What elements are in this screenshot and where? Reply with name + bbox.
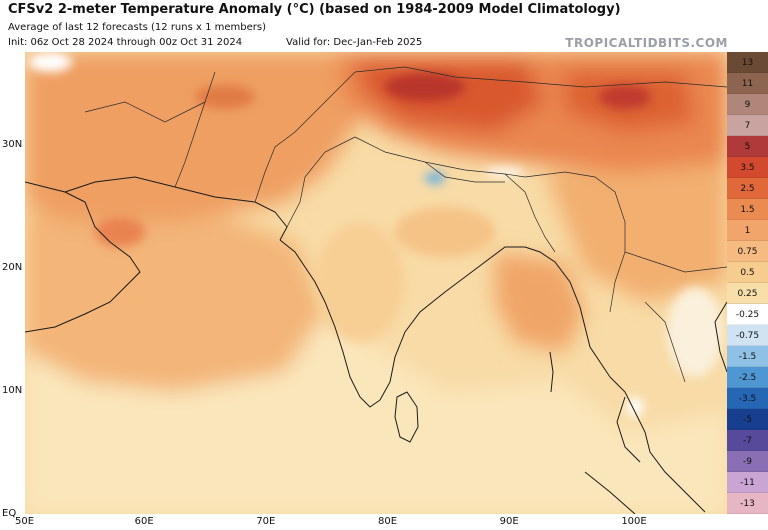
colorbar-label: 0.75 [737,246,758,257]
latitude-label: 10N [2,384,23,396]
colorbar-label: 5 [744,141,751,152]
colorbar-label: -5 [743,414,752,425]
longitude-label: 70E [256,516,276,527]
colorbar-swatch [727,115,768,136]
longitude-label: 90E [499,516,519,527]
map-header: CFSv2 2-meter Temperature Anomaly (°C) (… [0,0,768,52]
colorbar-swatch [727,136,768,157]
valid-period: Valid for: Dec-Jan-Feb 2025 [286,37,423,48]
colorbar-swatch [727,409,768,430]
colorbar-swatch [727,325,768,346]
colorbar-swatch [727,73,768,94]
colorbar-label: -9 [743,456,752,467]
coastlines [25,176,727,514]
latitude-label: 20N [2,261,23,273]
latitude-label: EQ [2,508,17,519]
longitude-label: 80E [377,516,398,527]
init-time: Init: 06z Oct 28 2024 through 00z Oct 31… [8,37,243,48]
colorbar-label: 0.5 [740,267,755,278]
colorbar-label: 3.5 [740,162,755,173]
colorbar-label: -0.25 [735,309,760,320]
colorbar-swatch [727,199,768,220]
colorbar-swatch [727,388,768,409]
colorbar-swatch [727,451,768,472]
colorbar-label: -1.5 [738,351,757,362]
colorbar-swatch [727,220,768,241]
longitude-label: 100E [621,516,647,527]
colorbar-swatch [727,157,768,178]
colorbar-label: 2.5 [740,183,755,194]
map-subtitle: Average of last 12 forecasts (12 runs x … [8,22,266,33]
colorbar-swatch [727,94,768,115]
colorbar-swatch [727,367,768,388]
colorbar-swatch [727,178,768,199]
colorbar-label: -13 [740,498,755,509]
colorbar-swatch [727,472,768,493]
colorbar-label: -2.5 [738,372,757,383]
colorbar-swatch [727,346,768,367]
colorbar-label: -7 [743,435,752,446]
longitude-label: 50E [15,516,35,527]
colorbar-swatch [727,493,768,514]
anomaly-field [25,52,727,514]
colorbar-label: 1 [744,225,751,236]
colorbar-swatch [727,304,768,325]
colorbar-label: -11 [740,477,755,488]
colorbar-legend: 13 11 9 7 5 3.5 2.5 1.5 1 0.75 0.5 0.25 -0.25 -0.75 -1… [727,52,768,514]
colorbar-swatch [727,262,768,283]
colorbar-label: 9 [744,99,751,110]
colorbar-label: 11 [741,78,754,89]
colorbar-swatch [727,283,768,304]
anomaly-map [25,52,727,514]
site-credit: TROPICALTIDBITS.COM [565,36,728,50]
colorbar-swatch [727,52,768,73]
colorbar-label: -3.5 [738,393,757,404]
map-title: CFSv2 2-meter Temperature Anomaly (°C) (… [8,2,621,17]
map-canvas [25,52,727,514]
colorbar-label: -0.75 [735,330,760,341]
longitude-label: 60E [134,516,154,527]
borders [84,66,727,383]
colorbar-label: 0.25 [737,288,758,299]
colorbar-swatch [727,430,768,451]
colorbar-label: 13 [741,57,754,68]
latitude-label: 30N [2,138,23,150]
colorbar-swatch [727,241,768,262]
colorbar-label: 7 [744,120,751,131]
colorbar-label: 1.5 [740,204,755,215]
anomaly-hotspots [28,52,723,417]
